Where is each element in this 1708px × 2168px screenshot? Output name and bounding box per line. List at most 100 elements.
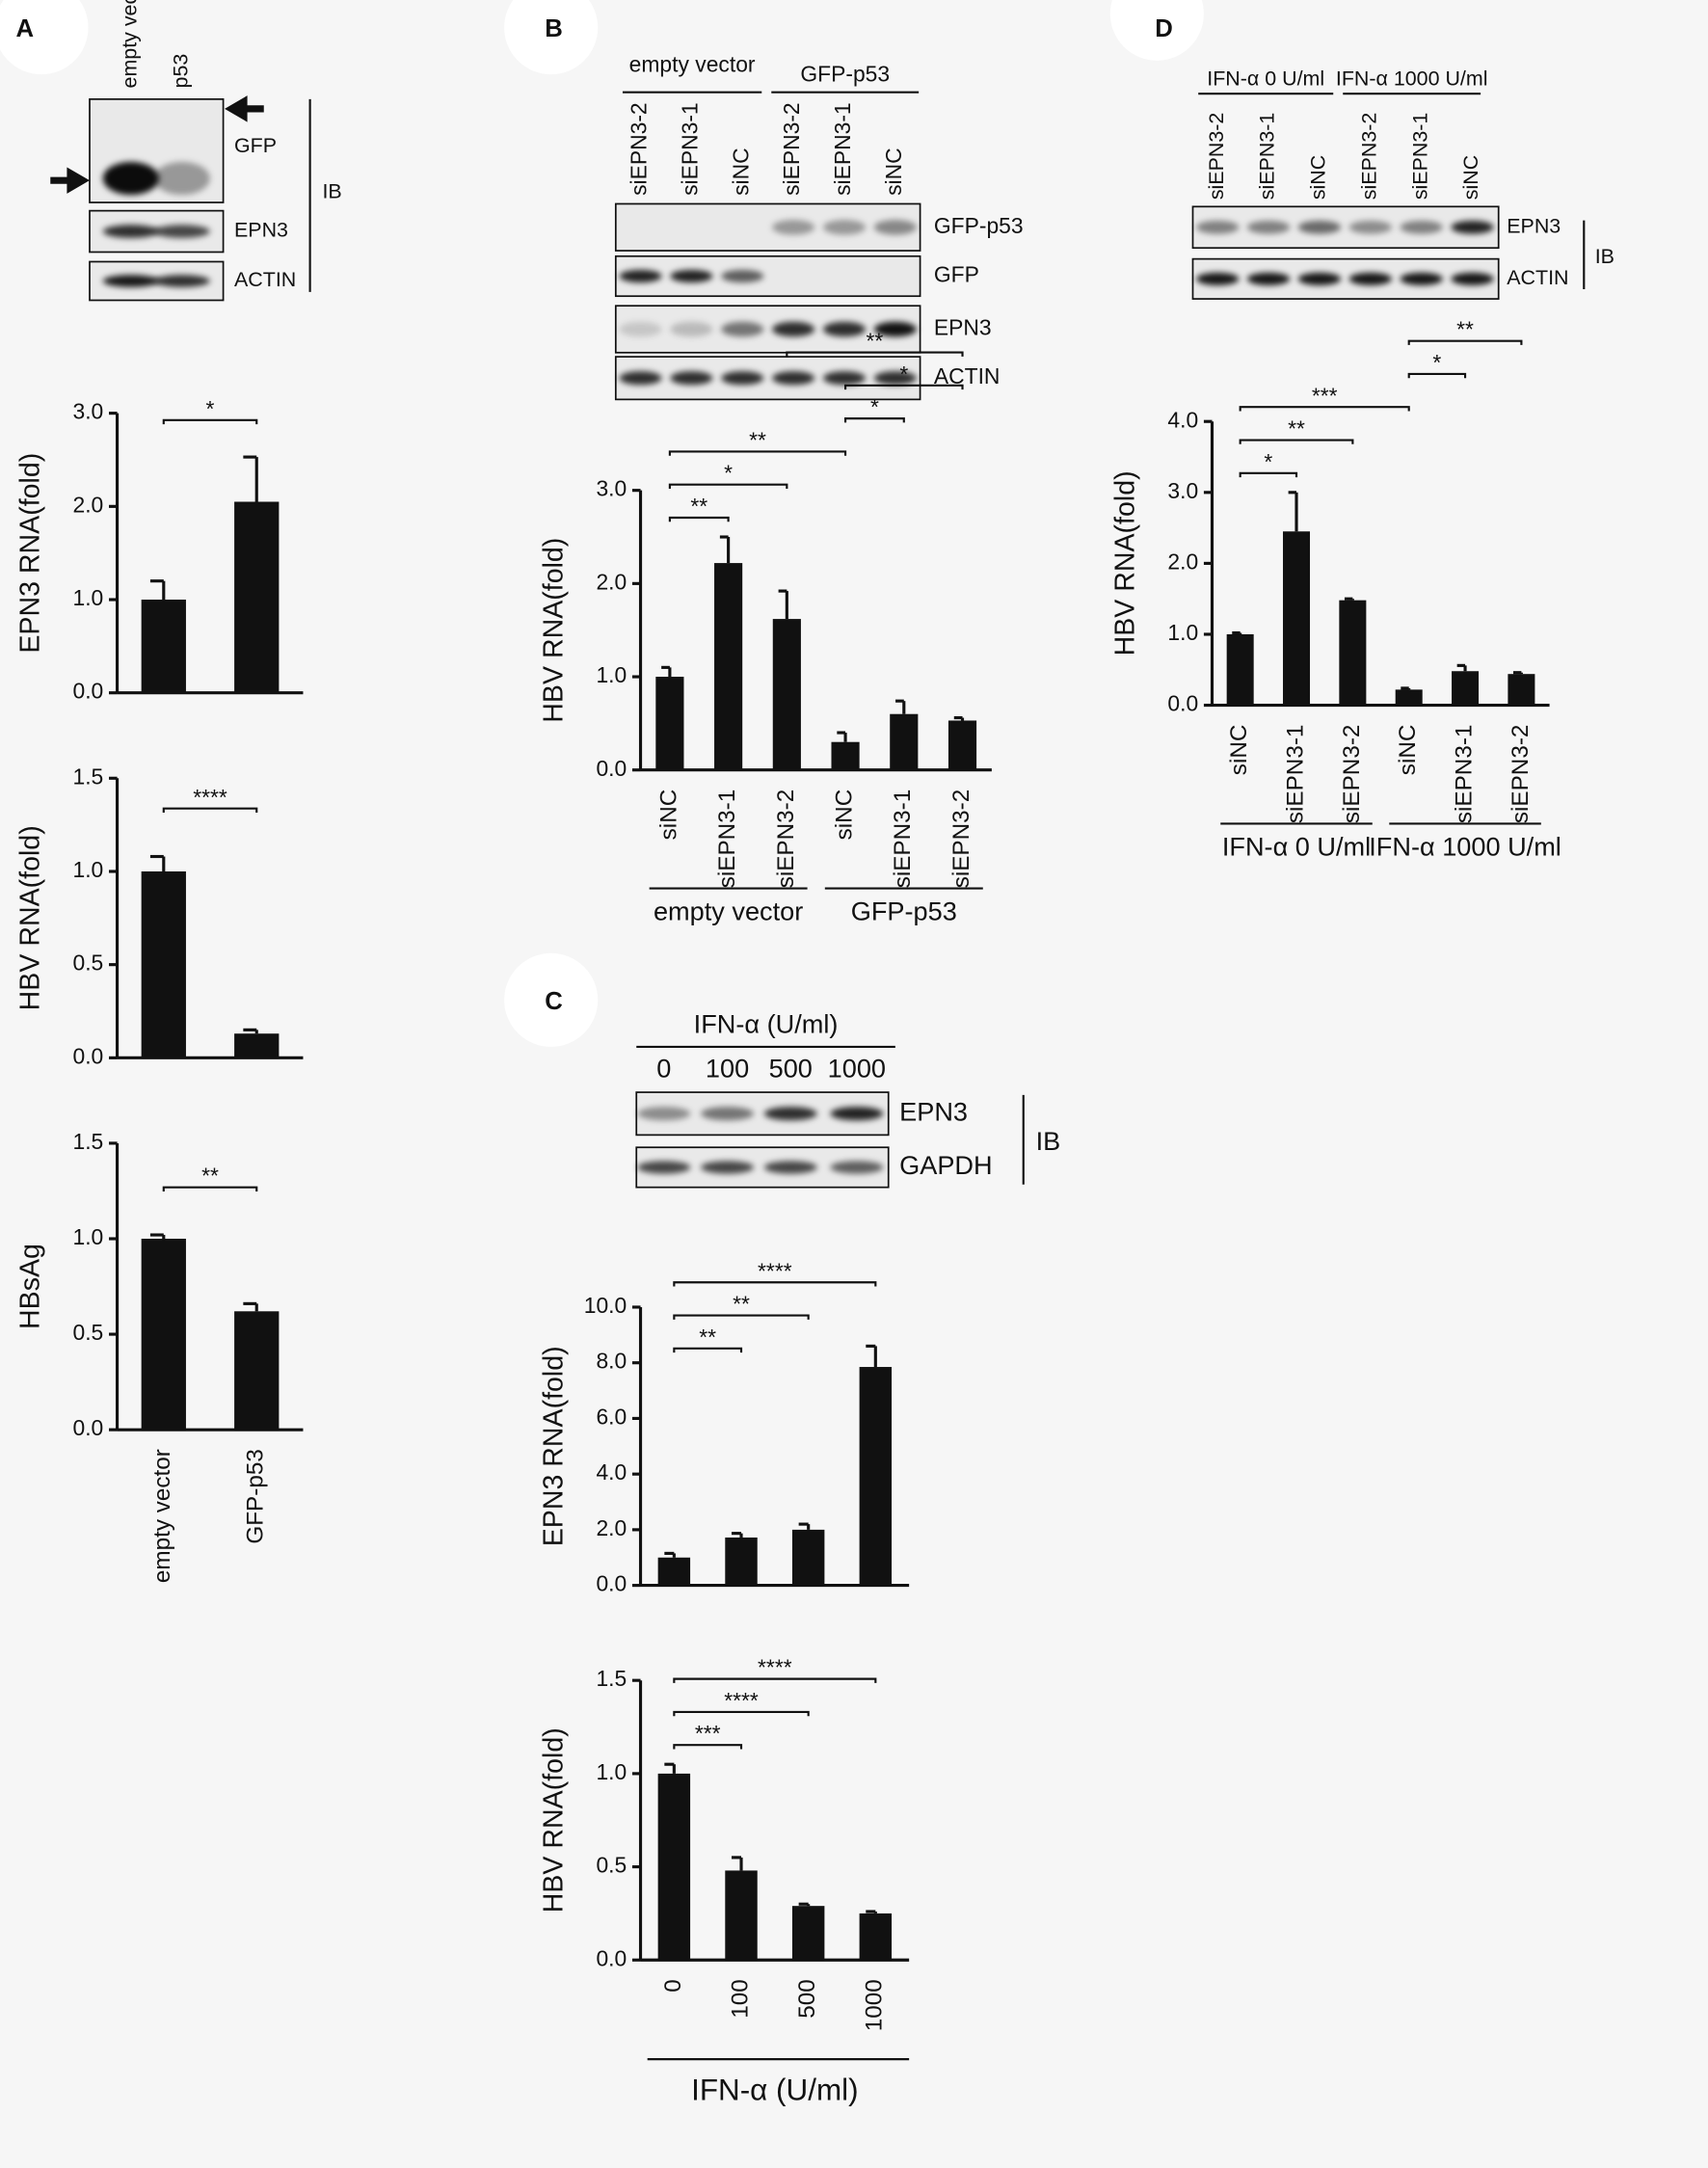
blot-band bbox=[619, 321, 662, 337]
x-tick-label: siNC bbox=[831, 790, 857, 841]
significance-label: ** bbox=[733, 1292, 750, 1317]
blot-band bbox=[153, 161, 210, 196]
y-tick-label: 0.0 bbox=[596, 1571, 627, 1596]
y-tick-label: 0.0 bbox=[596, 1945, 627, 1970]
x-tick-label: siEPN3-2 bbox=[1339, 725, 1365, 824]
blot-band bbox=[1196, 220, 1240, 234]
significance-label: * bbox=[1432, 350, 1441, 375]
blot-band bbox=[873, 371, 917, 386]
blot-row-label: GAPDH bbox=[899, 1150, 992, 1180]
y-axis-title: HBV RNA(fold) bbox=[1109, 470, 1140, 656]
blot-band bbox=[619, 269, 662, 283]
significance-label: ** bbox=[867, 329, 884, 354]
bar bbox=[772, 619, 801, 770]
panel-letter: C bbox=[545, 988, 563, 1015]
ib-label: IB bbox=[1036, 1126, 1061, 1156]
bar bbox=[1452, 671, 1480, 706]
significance-label: *** bbox=[1312, 383, 1338, 408]
band-arrow bbox=[225, 95, 264, 122]
x-tick-label: siEPN3-1 bbox=[890, 790, 916, 889]
blot-band bbox=[701, 1107, 755, 1121]
bar bbox=[234, 501, 280, 693]
significance-label: **** bbox=[758, 1655, 792, 1680]
bar bbox=[141, 1239, 186, 1431]
panel-letter: B bbox=[545, 15, 563, 42]
blot-band bbox=[701, 1161, 755, 1174]
bar bbox=[1395, 689, 1423, 706]
significance-label: ** bbox=[690, 494, 707, 519]
blot-band bbox=[873, 219, 917, 235]
x-tick-label: siEPN3-1 bbox=[1451, 725, 1477, 824]
ib-label: IB bbox=[322, 180, 341, 203]
significance-bracket bbox=[673, 1314, 810, 1320]
x-tick-label: siNC bbox=[1395, 725, 1421, 776]
x-tick-label: 100 bbox=[727, 1979, 753, 2019]
blot-band bbox=[822, 219, 867, 235]
blot-band bbox=[822, 371, 867, 386]
blot-band bbox=[670, 371, 713, 386]
y-tick-label: 0.5 bbox=[596, 1853, 627, 1878]
blot-row-label: EPN3 bbox=[934, 315, 992, 340]
blot-band bbox=[153, 225, 210, 238]
bar bbox=[1508, 674, 1535, 706]
y-tick-label: 1.5 bbox=[72, 1129, 103, 1154]
blot-band bbox=[153, 275, 210, 287]
y-tick-label: 1.0 bbox=[596, 1759, 627, 1784]
significance-bracket bbox=[673, 1347, 743, 1353]
band-arrow bbox=[50, 167, 90, 194]
blot-band bbox=[772, 321, 815, 337]
blot-lane-label: siEPN3-2 bbox=[1205, 113, 1228, 200]
blot-group-label: empty vector bbox=[629, 52, 756, 77]
significance-bracket bbox=[162, 807, 258, 814]
bar bbox=[725, 1870, 758, 1961]
significance-label: *** bbox=[695, 1721, 721, 1746]
y-tick-label: 2.0 bbox=[596, 1515, 627, 1540]
significance-bracket bbox=[673, 1281, 877, 1287]
y-tick-label: 6.0 bbox=[596, 1404, 627, 1429]
blot-lane-label: siNC bbox=[881, 147, 906, 196]
significance-label: **** bbox=[724, 1688, 759, 1713]
x-tick-label: empty vector bbox=[149, 1449, 175, 1583]
significance-label: * bbox=[724, 461, 733, 486]
y-axis-title: HBsAg bbox=[15, 1244, 46, 1329]
blot-box bbox=[1191, 205, 1500, 250]
blot-row-label: EPN3 bbox=[234, 219, 288, 242]
significance-bracket bbox=[668, 516, 730, 522]
y-axis-title: HBV RNA(fold) bbox=[538, 538, 569, 723]
blot-band bbox=[1246, 272, 1291, 285]
bar bbox=[141, 870, 186, 1058]
blot-band bbox=[637, 1161, 691, 1174]
blot-lane-label: siNC bbox=[1459, 155, 1482, 200]
significance-bracket bbox=[1407, 372, 1467, 379]
bar bbox=[234, 1033, 280, 1058]
corner-decoration bbox=[504, 952, 599, 1047]
significance-label: * bbox=[1264, 449, 1272, 474]
y-tick-label: 10.0 bbox=[584, 1293, 627, 1318]
bar bbox=[657, 1557, 691, 1586]
blot-band bbox=[873, 321, 917, 337]
significance-label: * bbox=[206, 396, 215, 421]
significance-label: * bbox=[870, 394, 879, 419]
bar bbox=[791, 1529, 825, 1586]
bar bbox=[234, 1311, 280, 1431]
bar bbox=[1339, 600, 1367, 706]
blot-lane-label: 0 bbox=[656, 1053, 671, 1083]
blot-band bbox=[1246, 220, 1291, 234]
blot-band bbox=[822, 321, 867, 337]
blot-box bbox=[614, 356, 921, 401]
bar bbox=[791, 1906, 825, 1961]
bar bbox=[1226, 633, 1254, 706]
blot-band bbox=[102, 275, 159, 287]
blot-band bbox=[830, 1107, 884, 1121]
blot-header: IFN-α (U/ml) bbox=[694, 1009, 839, 1039]
x-axis-title: IFN-α (U/ml) bbox=[691, 2074, 858, 2107]
blot-band bbox=[102, 225, 159, 238]
x-tick-label: siNC bbox=[1226, 725, 1252, 776]
y-tick-label: 2.0 bbox=[1167, 549, 1198, 574]
blot-lane-label: siEPN3-2 bbox=[1357, 113, 1380, 200]
significance-bracket bbox=[673, 1744, 743, 1750]
y-tick-label: 2.0 bbox=[596, 569, 627, 594]
y-tick-label: 1.5 bbox=[72, 763, 103, 789]
y-tick-label: 1.0 bbox=[72, 1224, 103, 1249]
y-tick-label: 4.0 bbox=[1167, 407, 1198, 432]
